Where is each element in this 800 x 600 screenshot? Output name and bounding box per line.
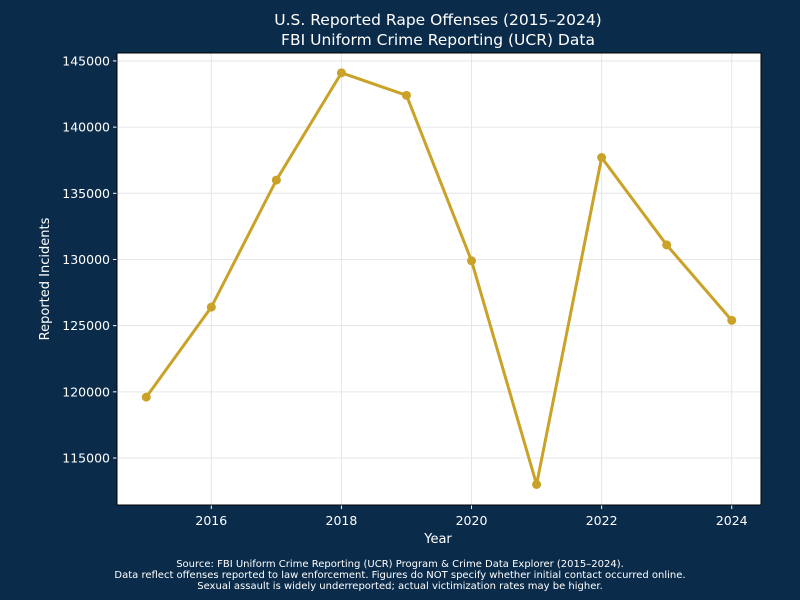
footnote-underreporting: Sexual assault is widely underreported; … — [197, 581, 603, 592]
data-point — [662, 240, 672, 250]
y-tick-label: 125000 — [62, 318, 110, 333]
chart-subtitle: FBI Uniform Crime Reporting (UCR) Data — [281, 31, 595, 49]
axis-ticks: 2016 2018 2020 2022 2024 115000 120000 125000 13… — [62, 53, 747, 528]
data-point — [532, 479, 542, 489]
data-point — [467, 256, 477, 266]
plot-area — [117, 53, 761, 505]
plot-frame — [116, 52, 762, 506]
x-tick-label: 2016 — [195, 513, 227, 528]
series-line — [144, 71, 734, 486]
y-tick-label: 120000 — [62, 384, 110, 399]
y-tick-label: 130000 — [62, 252, 110, 267]
data-point — [401, 90, 411, 100]
x-tick-label: 2024 — [716, 513, 748, 528]
x-tick-label: 2022 — [586, 513, 618, 528]
data-point — [336, 68, 346, 78]
y-tick-label: 135000 — [62, 186, 110, 201]
data-point — [206, 302, 216, 312]
x-tick-label: 2020 — [456, 513, 488, 528]
data-point — [727, 315, 737, 325]
y-tick-label: 140000 — [62, 120, 110, 135]
data-point — [271, 175, 281, 185]
chart-title: U.S. Reported Rape Offenses (2015–2024) — [274, 11, 601, 29]
data-point — [597, 153, 607, 163]
y-tick-label: 115000 — [62, 451, 110, 466]
grid-lines — [117, 53, 761, 505]
footnote-reporting: Data reflect offenses reported to law en… — [114, 570, 686, 581]
series-layer — [141, 68, 737, 489]
x-axis-label: Year — [423, 532, 452, 547]
data-point — [141, 392, 151, 402]
x-tick-label: 2018 — [326, 513, 358, 528]
y-axis-label: Reported Incidents — [38, 217, 53, 340]
footnote-source: Source: FBI Uniform Crime Reporting (UCR… — [176, 559, 624, 570]
y-tick-label: 145000 — [62, 53, 110, 68]
